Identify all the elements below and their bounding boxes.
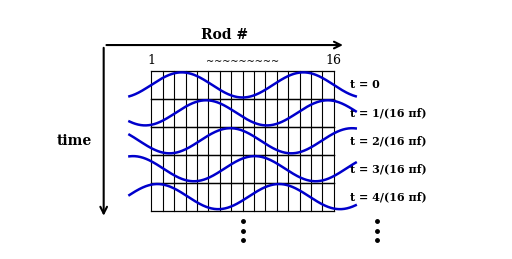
Text: time: time [56,134,92,148]
Text: Rod #: Rod # [201,28,248,42]
Text: ~~~~~~~~~: ~~~~~~~~~ [206,57,279,67]
Text: 16: 16 [326,54,342,67]
Text: t = 1/(16 πf): t = 1/(16 πf) [350,107,426,118]
Text: 1: 1 [147,54,155,67]
Text: t = 2/(16 πf): t = 2/(16 πf) [350,135,426,146]
Text: t = 3/(16 πf): t = 3/(16 πf) [350,163,426,174]
Text: t = 4/(16 πf): t = 4/(16 πf) [350,191,426,202]
Text: t = 0: t = 0 [350,80,379,90]
